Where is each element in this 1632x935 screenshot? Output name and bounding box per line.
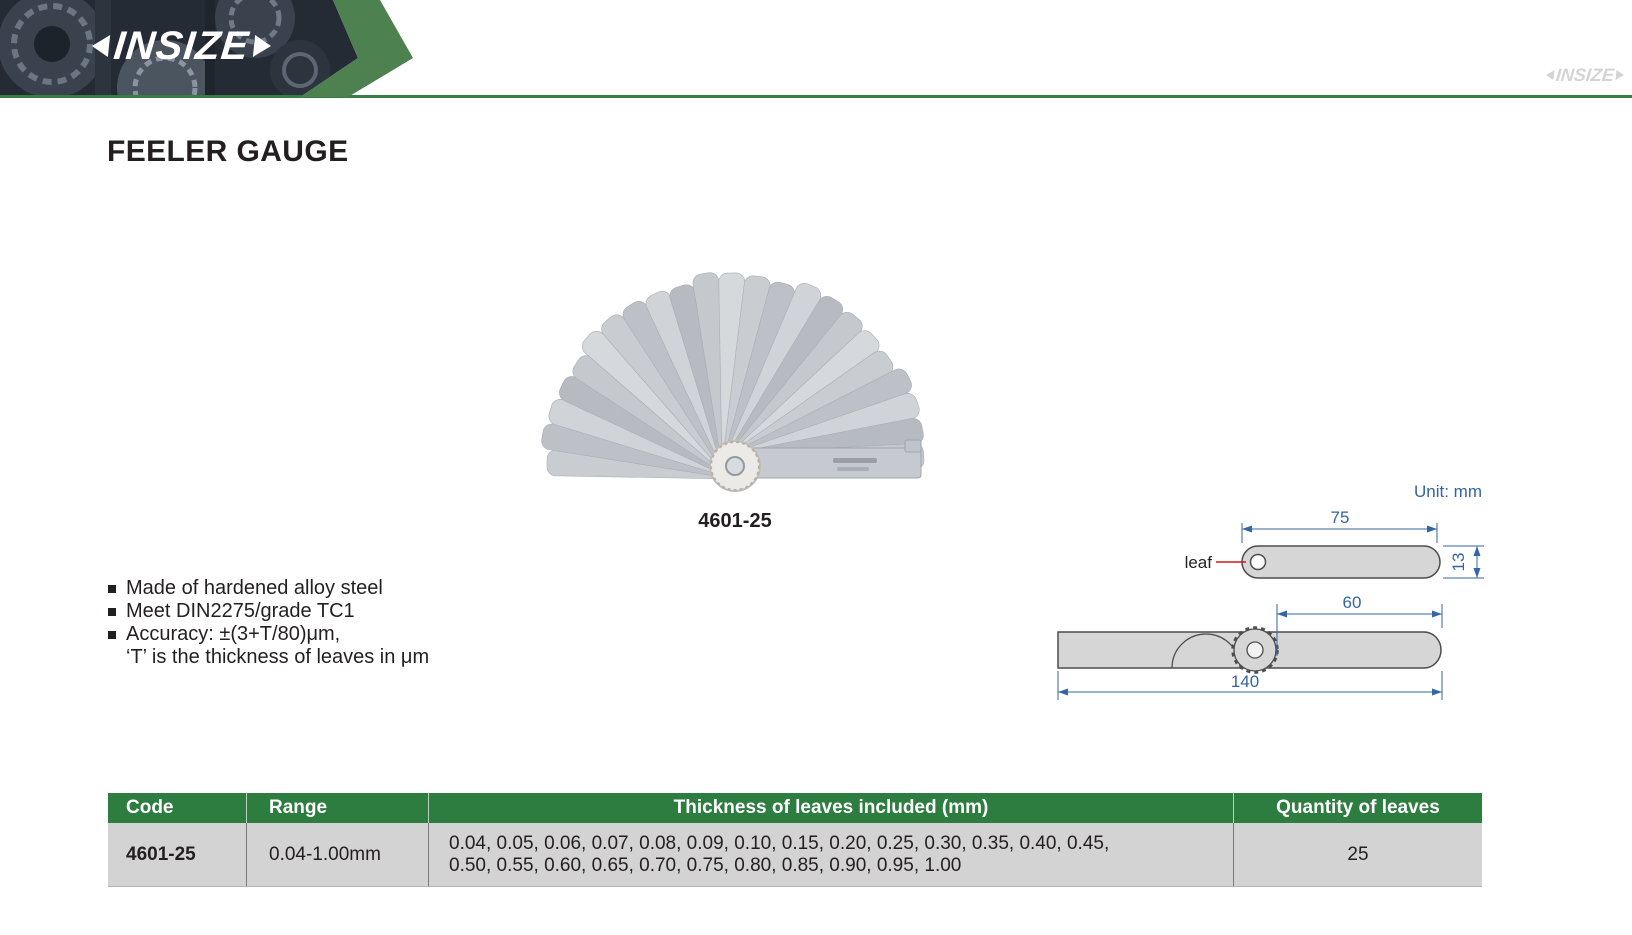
product-photo-feeler-gauge	[541, 272, 925, 492]
leaf-callout-label: leaf	[1185, 553, 1213, 572]
logo-arrow-left-icon	[90, 35, 111, 57]
header-code: Code	[126, 797, 174, 818]
cell-thickness: 0.04, 0.05, 0.06, 0.07, 0.08, 0.09, 0.10…	[428, 823, 1233, 886]
page-title: FEELER GAUGE	[107, 135, 349, 168]
dim-75-label: 75	[1331, 508, 1350, 527]
thickness-line-1: 0.04, 0.05, 0.06, 0.07, 0.08, 0.09, 0.10…	[449, 832, 1110, 854]
green-chevron-icon	[300, 0, 413, 97]
dim-140-label: 140	[1231, 672, 1259, 691]
bullet-square-icon	[108, 631, 116, 639]
knurled-wheel	[1231, 626, 1279, 674]
table-header-row: Code Range Thickness of leaves included …	[108, 793, 1482, 823]
unit-label: Unit: mm	[1414, 482, 1482, 501]
watermark-word: INSIZE	[1554, 65, 1616, 85]
dim-60	[1276, 604, 1443, 656]
holder-drawing: 60 140	[1057, 593, 1443, 700]
table-row: 4601-25 0.04-1.00mm 0.04, 0.05, 0.06, 0.…	[108, 823, 1482, 887]
feature-item-continuation: ‘T’ is the thickness of leaves in μm	[126, 646, 429, 669]
product-code-caption: 4601-25	[698, 510, 772, 532]
cell-code: 4601-25	[126, 843, 196, 865]
technical-drawing: Unit: mm leaf 75 13	[1057, 482, 1484, 700]
fan-blades	[541, 272, 925, 480]
logo-arrow-right-icon	[252, 35, 273, 57]
watermark-arrow-right-icon	[1615, 70, 1625, 80]
feature-list: Made of hardened alloy steel Meet DIN227…	[108, 577, 429, 669]
insize-watermark: INSIZE	[1545, 65, 1625, 85]
bullet-square-icon	[108, 608, 116, 616]
pivot-nut	[709, 440, 761, 492]
feature-text: Made of hardened alloy steel	[126, 577, 383, 599]
bullet-square-icon	[108, 585, 116, 593]
dim-75	[1241, 523, 1438, 543]
header-range: Range	[246, 793, 428, 823]
cell-range: 0.04-1.00mm	[246, 823, 428, 886]
feature-text: Accuracy: ±(3+T/80)μm,	[126, 623, 341, 645]
watermark-arrow-left-icon	[1545, 70, 1555, 80]
header-green-rule	[0, 95, 1632, 98]
spec-table: Code Range Thickness of leaves included …	[108, 793, 1482, 887]
leaf-hole	[1249, 553, 1267, 571]
header-thickness: Thickness of leaves included (mm)	[428, 793, 1233, 823]
feature-item: Made of hardened alloy steel	[108, 577, 429, 600]
feature-text: ‘T’ is the thickness of leaves in μm	[126, 646, 430, 668]
dim-140	[1057, 671, 1443, 700]
dim-13-label: 13	[1449, 553, 1468, 572]
leaf-drawing: leaf 75 13	[1185, 508, 1484, 579]
cell-quantity: 25	[1233, 823, 1482, 886]
insize-logo: INSIZE	[90, 24, 273, 68]
thickness-line-2: 0.50, 0.55, 0.60, 0.65, 0.70, 0.75, 0.80…	[449, 854, 962, 876]
header-quantity: Quantity of leaves	[1233, 793, 1482, 823]
feature-text: Meet DIN2275/grade TC1	[126, 600, 355, 622]
feature-item: Accuracy: ±(3+T/80)μm,	[108, 623, 429, 646]
feature-item: Meet DIN2275/grade TC1	[108, 600, 429, 623]
logo-word: INSIZE	[111, 24, 252, 68]
header-banner	[0, 0, 1632, 98]
machinery-photo	[0, 0, 358, 97]
dim-60-label: 60	[1343, 593, 1362, 612]
